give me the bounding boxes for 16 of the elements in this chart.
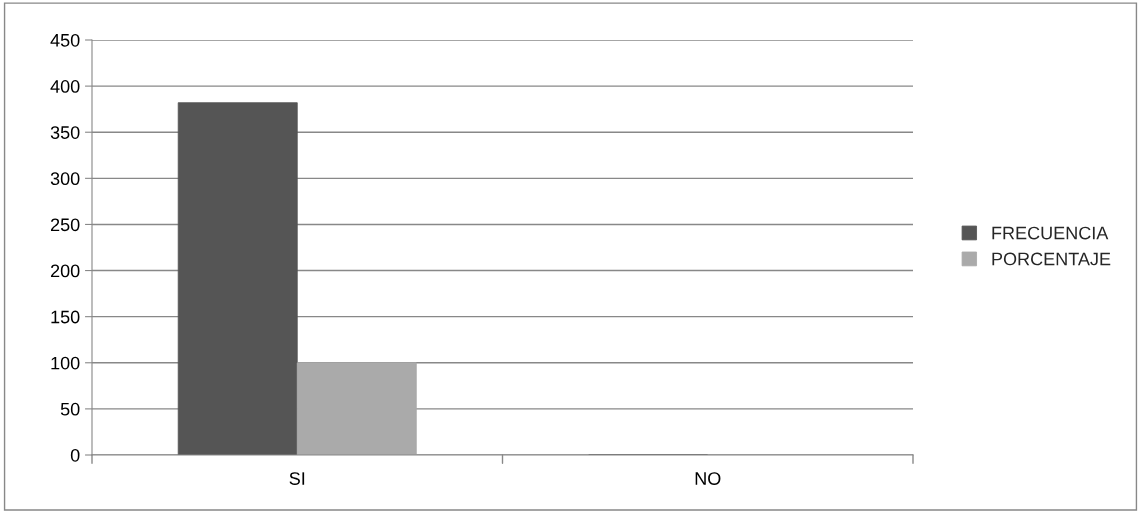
bar [177, 102, 298, 455]
y-tick-label: 350 [50, 126, 80, 139]
bar [296, 362, 417, 455]
y-tick-label: 200 [50, 264, 80, 278]
y-tick-label: 300 [50, 172, 80, 186]
y-tick-label: 400 [50, 80, 80, 93]
y-tick-label: 250 [50, 218, 80, 232]
legend-label: PORCENTAJE [992, 252, 1111, 266]
y-tick-label: 0 [70, 448, 80, 462]
x-tick-label: NO [695, 472, 721, 485]
x-tick-label: SI [289, 472, 305, 485]
legend-label: FRECUENCIA [992, 226, 1109, 240]
y-tick-label: 50 [60, 402, 80, 416]
y-tick-label: 150 [51, 310, 80, 324]
y-tick-label: 100 [51, 356, 80, 370]
y-tick-label: 450 [50, 33, 80, 47]
